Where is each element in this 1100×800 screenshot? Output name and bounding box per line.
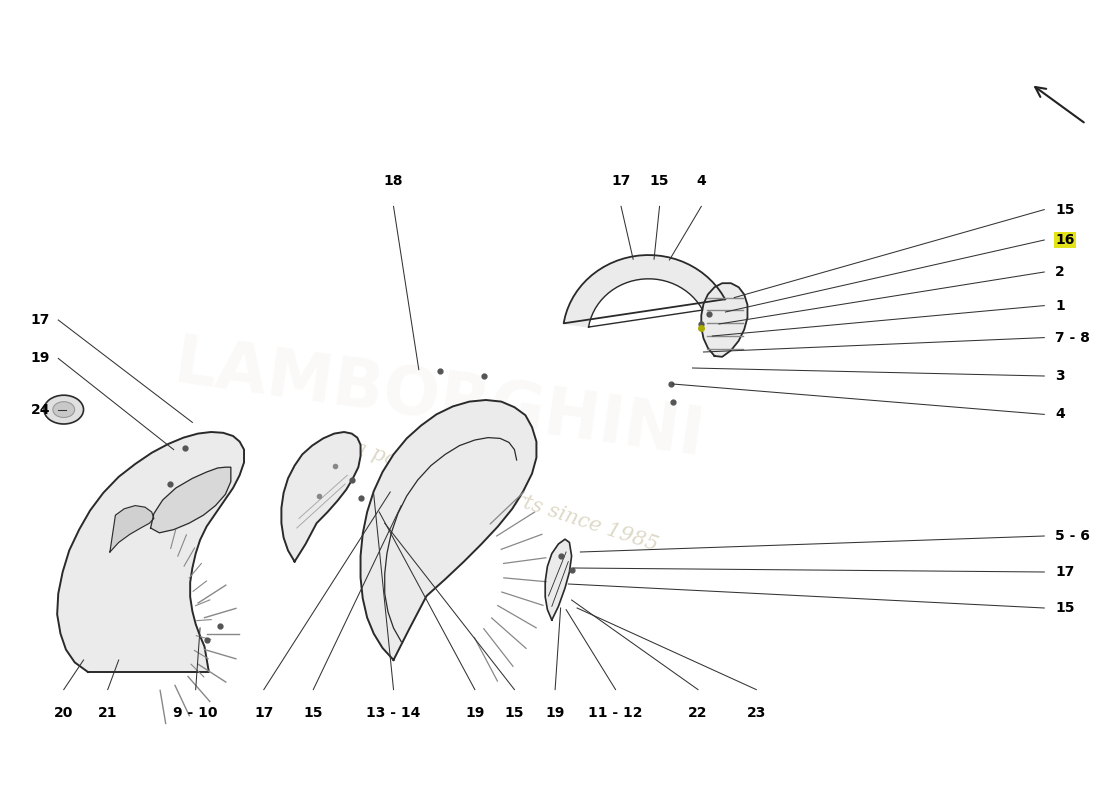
Text: 13 - 14: 13 - 14 <box>366 706 420 720</box>
Polygon shape <box>282 432 361 562</box>
Text: 24: 24 <box>31 402 51 417</box>
Circle shape <box>53 402 75 418</box>
Polygon shape <box>361 400 537 660</box>
Text: LAMBORGHINI: LAMBORGHINI <box>170 330 710 470</box>
Polygon shape <box>151 467 231 533</box>
Polygon shape <box>702 283 748 357</box>
Text: 3: 3 <box>1055 369 1065 383</box>
Text: a passion for parts since 1985: a passion for parts since 1985 <box>351 438 660 554</box>
Polygon shape <box>563 255 725 327</box>
Polygon shape <box>57 432 244 672</box>
Text: 19: 19 <box>465 706 485 720</box>
Text: 15: 15 <box>304 706 323 720</box>
Text: 21: 21 <box>98 706 118 720</box>
Text: 19: 19 <box>31 351 51 366</box>
Text: 5 - 6: 5 - 6 <box>1055 529 1090 543</box>
Text: 4: 4 <box>696 174 706 188</box>
Text: 11 - 12: 11 - 12 <box>588 706 642 720</box>
Text: 20: 20 <box>54 706 74 720</box>
Text: 16: 16 <box>1055 233 1075 247</box>
Text: 7 - 8: 7 - 8 <box>1055 330 1090 345</box>
Text: 22: 22 <box>689 706 707 720</box>
Text: 15: 15 <box>650 174 669 188</box>
Text: 15: 15 <box>1055 601 1075 615</box>
Text: 23: 23 <box>747 706 766 720</box>
Text: 2: 2 <box>1055 265 1065 279</box>
Text: 15: 15 <box>1055 202 1075 217</box>
Text: 18: 18 <box>384 174 404 188</box>
Text: 9 - 10: 9 - 10 <box>174 706 218 720</box>
Polygon shape <box>110 506 154 552</box>
Text: 17: 17 <box>612 174 630 188</box>
Text: 17: 17 <box>31 313 51 327</box>
Text: 15: 15 <box>505 706 525 720</box>
Circle shape <box>44 395 84 424</box>
Polygon shape <box>546 539 572 620</box>
Text: 1: 1 <box>1055 298 1065 313</box>
Text: 17: 17 <box>254 706 274 720</box>
Text: 19: 19 <box>546 706 564 720</box>
Text: 17: 17 <box>1055 565 1075 579</box>
Text: 4: 4 <box>1055 407 1065 422</box>
